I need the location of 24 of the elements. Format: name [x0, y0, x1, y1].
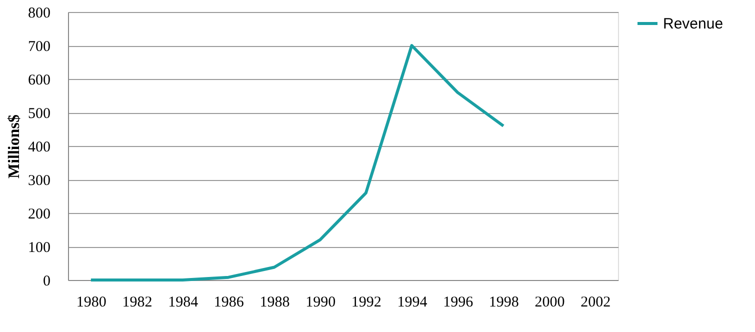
- line-series: [89, 44, 505, 282]
- y-tick-label: 600: [28, 72, 50, 88]
- x-tick-label: 1980: [76, 294, 106, 310]
- x-tick-label: 2002: [580, 294, 611, 310]
- y-tick-label: 400: [28, 140, 50, 156]
- y-tick-label: 0: [43, 274, 50, 290]
- y-tick-label: 100: [28, 240, 50, 256]
- y-tick-label: 300: [28, 173, 50, 189]
- x-tick-label: 1994: [397, 294, 428, 310]
- y-tick-label: 500: [28, 106, 50, 122]
- x-tick-label: 1996: [443, 294, 474, 310]
- x-tick-label: 1988: [260, 294, 290, 310]
- x-tick-label: 1990: [306, 294, 336, 310]
- y-tick-label: 200: [28, 206, 50, 222]
- x-tick-label: 1982: [122, 294, 152, 310]
- x-tick-label: 1992: [351, 294, 382, 310]
- y-tick-label: 800: [28, 6, 50, 22]
- y-tick-label: 700: [28, 39, 50, 55]
- legend-label: Revenue: [663, 16, 724, 32]
- x-tick-label: 1998: [488, 294, 519, 310]
- x-tick-label: 1984: [168, 294, 199, 310]
- x-tick-label: 1986: [214, 294, 244, 310]
- y-axis-title: Millions$: [6, 114, 23, 179]
- x-tick-label: 2000: [534, 294, 565, 310]
